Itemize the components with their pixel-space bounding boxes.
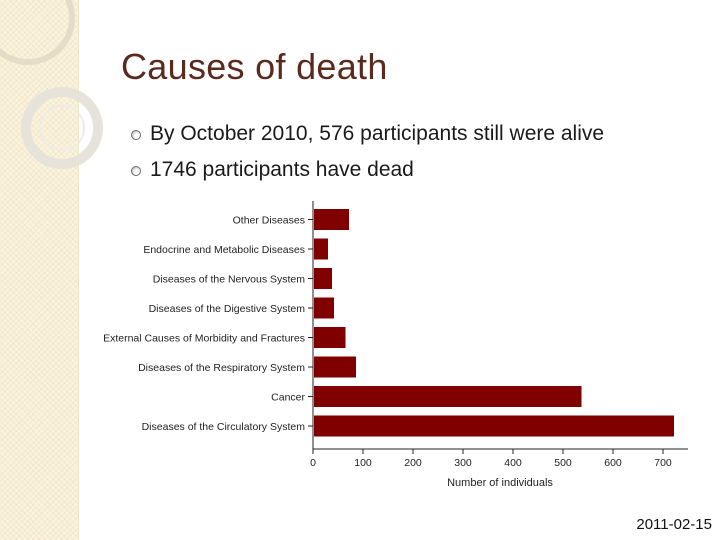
y-tick-label: Diseases of the Digestive System <box>149 303 306 315</box>
slide-title: Causes of death <box>121 46 388 87</box>
x-tick-label: 300 <box>454 457 472 469</box>
bullet-text: By October 2010, 576 participants still … <box>150 122 605 145</box>
bullet-item: By October 2010, 576 participants still … <box>130 120 604 156</box>
chart-bar <box>314 327 346 348</box>
x-tick-label: 100 <box>354 457 372 469</box>
chart-bar <box>314 386 582 407</box>
bar-chart: Other Diseases Endocrine and Metabolic Di… <box>103 201 688 489</box>
bullet-icon <box>131 166 141 176</box>
y-tick-label: Endocrine and Metabolic Diseases <box>143 244 305 256</box>
x-tick-label: 700 <box>654 457 672 469</box>
chart-bar <box>314 268 332 289</box>
chart-bar <box>314 209 349 230</box>
x-tick-label: 200 <box>404 457 422 469</box>
x-tick-label: 0 <box>310 457 316 469</box>
y-tick-label: Diseases of the Nervous System <box>153 274 306 286</box>
bullet-text: 1746 participants have dead <box>150 158 414 181</box>
footer-date: 2011-02-15 <box>636 516 712 533</box>
chart-bar <box>314 238 328 260</box>
x-axis-title: Number of individuals <box>447 477 553 489</box>
chart-bar <box>314 415 674 437</box>
x-tick-label: 400 <box>504 457 522 469</box>
y-tick-label: Other Diseases <box>233 215 305 227</box>
y-tick-label: Cancer <box>271 392 305 404</box>
y-tick-label: Diseases of the Respiratory System <box>138 362 305 374</box>
y-tick-label: Diseases of the Circulatory System <box>142 421 306 433</box>
x-tick-label: 500 <box>554 457 572 469</box>
chart-bar <box>314 356 356 378</box>
bullet-icon <box>131 130 141 140</box>
x-tick-label: 600 <box>604 457 622 469</box>
bullet-list: By October 2010, 576 participants still … <box>130 120 604 192</box>
chart-bar <box>314 297 334 319</box>
decorative-rings <box>0 0 103 169</box>
bullet-item: 1746 participants have dead <box>130 156 604 192</box>
y-tick-label: External Causes of Morbidity and Fractur… <box>103 333 305 345</box>
